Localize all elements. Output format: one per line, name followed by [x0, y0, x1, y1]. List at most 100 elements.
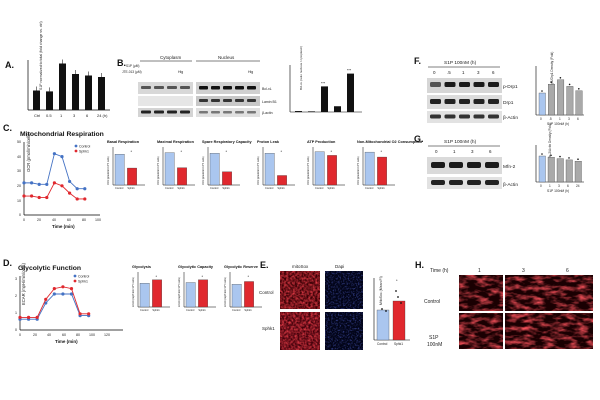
blot-band: [199, 111, 208, 114]
bar: [566, 86, 574, 116]
panel-c-lines: [22, 152, 87, 201]
panel-d-xticks: 0 20 40 60 80 100 120: [19, 333, 110, 337]
panel-d-label: D.: [3, 258, 12, 268]
blot-band: [211, 86, 220, 90]
blot-label: β-Actin: [503, 115, 518, 121]
data-point: [83, 197, 87, 201]
series-line: [24, 182, 85, 200]
bar: [377, 156, 387, 186]
subchart-title: ATP Production: [307, 140, 336, 144]
panel-g-xlabel: S1P 100nM (h): [547, 189, 569, 193]
bar: [308, 111, 315, 112]
bar: [548, 84, 555, 116]
series-line: [20, 286, 89, 318]
panel-g-header: S1P 100nM (h): [444, 139, 477, 145]
panel-c-label: C.: [3, 123, 12, 133]
panel-f-xtick: 1: [559, 117, 561, 121]
bar: [46, 91, 53, 110]
blot-band: [154, 110, 164, 114]
panel-f-xtick: 0: [540, 117, 542, 121]
legend-marker-control: [73, 274, 77, 278]
significance-mark: *: [381, 149, 383, 154]
legend-marker-sphk1: [74, 149, 78, 153]
data-point: [83, 187, 87, 191]
blot-label: β-Actin: [503, 182, 518, 188]
significance-mark: ***: [347, 69, 352, 73]
blot-band: [211, 99, 220, 102]
data-point: [69, 292, 74, 296]
bar: [376, 309, 390, 341]
blot-band: [473, 114, 485, 119]
lane-time: 3: [477, 70, 480, 75]
data-point: [78, 312, 82, 316]
data-point: [44, 301, 48, 305]
lane-time: 1: [462, 70, 465, 75]
panel-h-micrographs: [459, 275, 593, 349]
panel-g-xtick: 3: [558, 184, 560, 188]
subchart-ylabel: OCR (pmol/min/10^4 cells): [107, 156, 110, 185]
data-point: [559, 77, 562, 79]
significance-mark: ***: [321, 81, 326, 85]
subchart-title: Glycolytic Capacity: [178, 265, 214, 269]
lane-time: 1: [453, 149, 456, 154]
significance-mark: *: [181, 149, 183, 154]
hig-label: Hig: [248, 70, 253, 74]
panel-c-xticks: 0 20 40 60 80 100: [23, 218, 101, 222]
panel-d-ytick: 0: [15, 328, 17, 332]
subchart-title: Non-Mitochondrial O2 Consumption: [357, 140, 423, 144]
panel-c-legend: Control Sphk1: [74, 144, 91, 153]
bar: [85, 75, 92, 110]
panel-f-xticks: 0 .5 1 3 6: [540, 117, 579, 121]
panel-c: C. Mitochondrial Respiration OCR (pmol/m…: [3, 123, 423, 229]
micrograph-texture: [280, 312, 320, 350]
blot-band: [199, 99, 208, 102]
blot-band: [430, 82, 441, 87]
blot-label: Lamin B1: [262, 100, 277, 104]
panel-b-label: B.: [117, 58, 126, 68]
panel-g-bands: [431, 162, 499, 185]
blot-band: [247, 86, 256, 90]
bar: [264, 153, 275, 186]
data-point: [395, 290, 397, 292]
data-point: [61, 292, 65, 296]
significance-mark: *: [281, 149, 283, 154]
panel-c-ylabel: OCR (pmol/min/cells): [26, 132, 31, 172]
subchart-ylabel: ECAR (mpH/min/10^4 cells): [132, 277, 135, 307]
panel-d-title: Glycolytic Function: [18, 265, 81, 272]
panel-b-bars: *** ***: [295, 69, 354, 112]
subchart-xtick: Sphk1: [127, 186, 135, 190]
panel-g-label: G.: [414, 134, 424, 144]
panel-c-ytick: 40: [17, 155, 21, 159]
panel-g-ylabel: Mfn-2/Actin Density (Fold): [548, 123, 552, 160]
bar: [98, 77, 105, 110]
panel-d-legend: Control Sphk1: [73, 274, 90, 283]
panel-a-bars: [33, 59, 105, 110]
blot-band: [430, 99, 441, 104]
panel-g-times: 0 1 3 6: [435, 149, 492, 154]
bar: [152, 279, 162, 308]
panel-d-ytick: 1: [15, 311, 17, 315]
panel-g-xtick: 1: [549, 184, 551, 188]
bar: [557, 79, 565, 116]
panel-b-bands: [141, 86, 256, 114]
data-point: [68, 191, 72, 195]
bar: [127, 167, 137, 186]
panel-c-xtick: 0: [23, 218, 25, 222]
micrograph-texture: [280, 271, 320, 309]
row-label-jte: JTE-013 (µM): [122, 70, 142, 74]
data-point: [400, 302, 402, 304]
bar: [139, 283, 150, 308]
subchart-xtick: Control: [165, 186, 174, 190]
series-line: [20, 293, 89, 320]
data-point: [541, 90, 543, 92]
panel-e-col-mitosox: mitoSox: [292, 264, 309, 269]
bar: [547, 157, 555, 183]
blot-band: [141, 110, 151, 114]
blot-label: β-actin: [262, 111, 273, 115]
subchart-title: Glycolysis: [132, 265, 151, 269]
data-point: [68, 179, 72, 184]
panel-f: F. S1P 100nM (h) 0 .5 1 3 6 p-Drp1 Drp1 …: [414, 52, 584, 126]
panel-d-xlabel: Time (min): [55, 339, 78, 344]
subchart-xtick: Sphk1: [222, 186, 230, 190]
panel-g-bars: [538, 153, 582, 183]
